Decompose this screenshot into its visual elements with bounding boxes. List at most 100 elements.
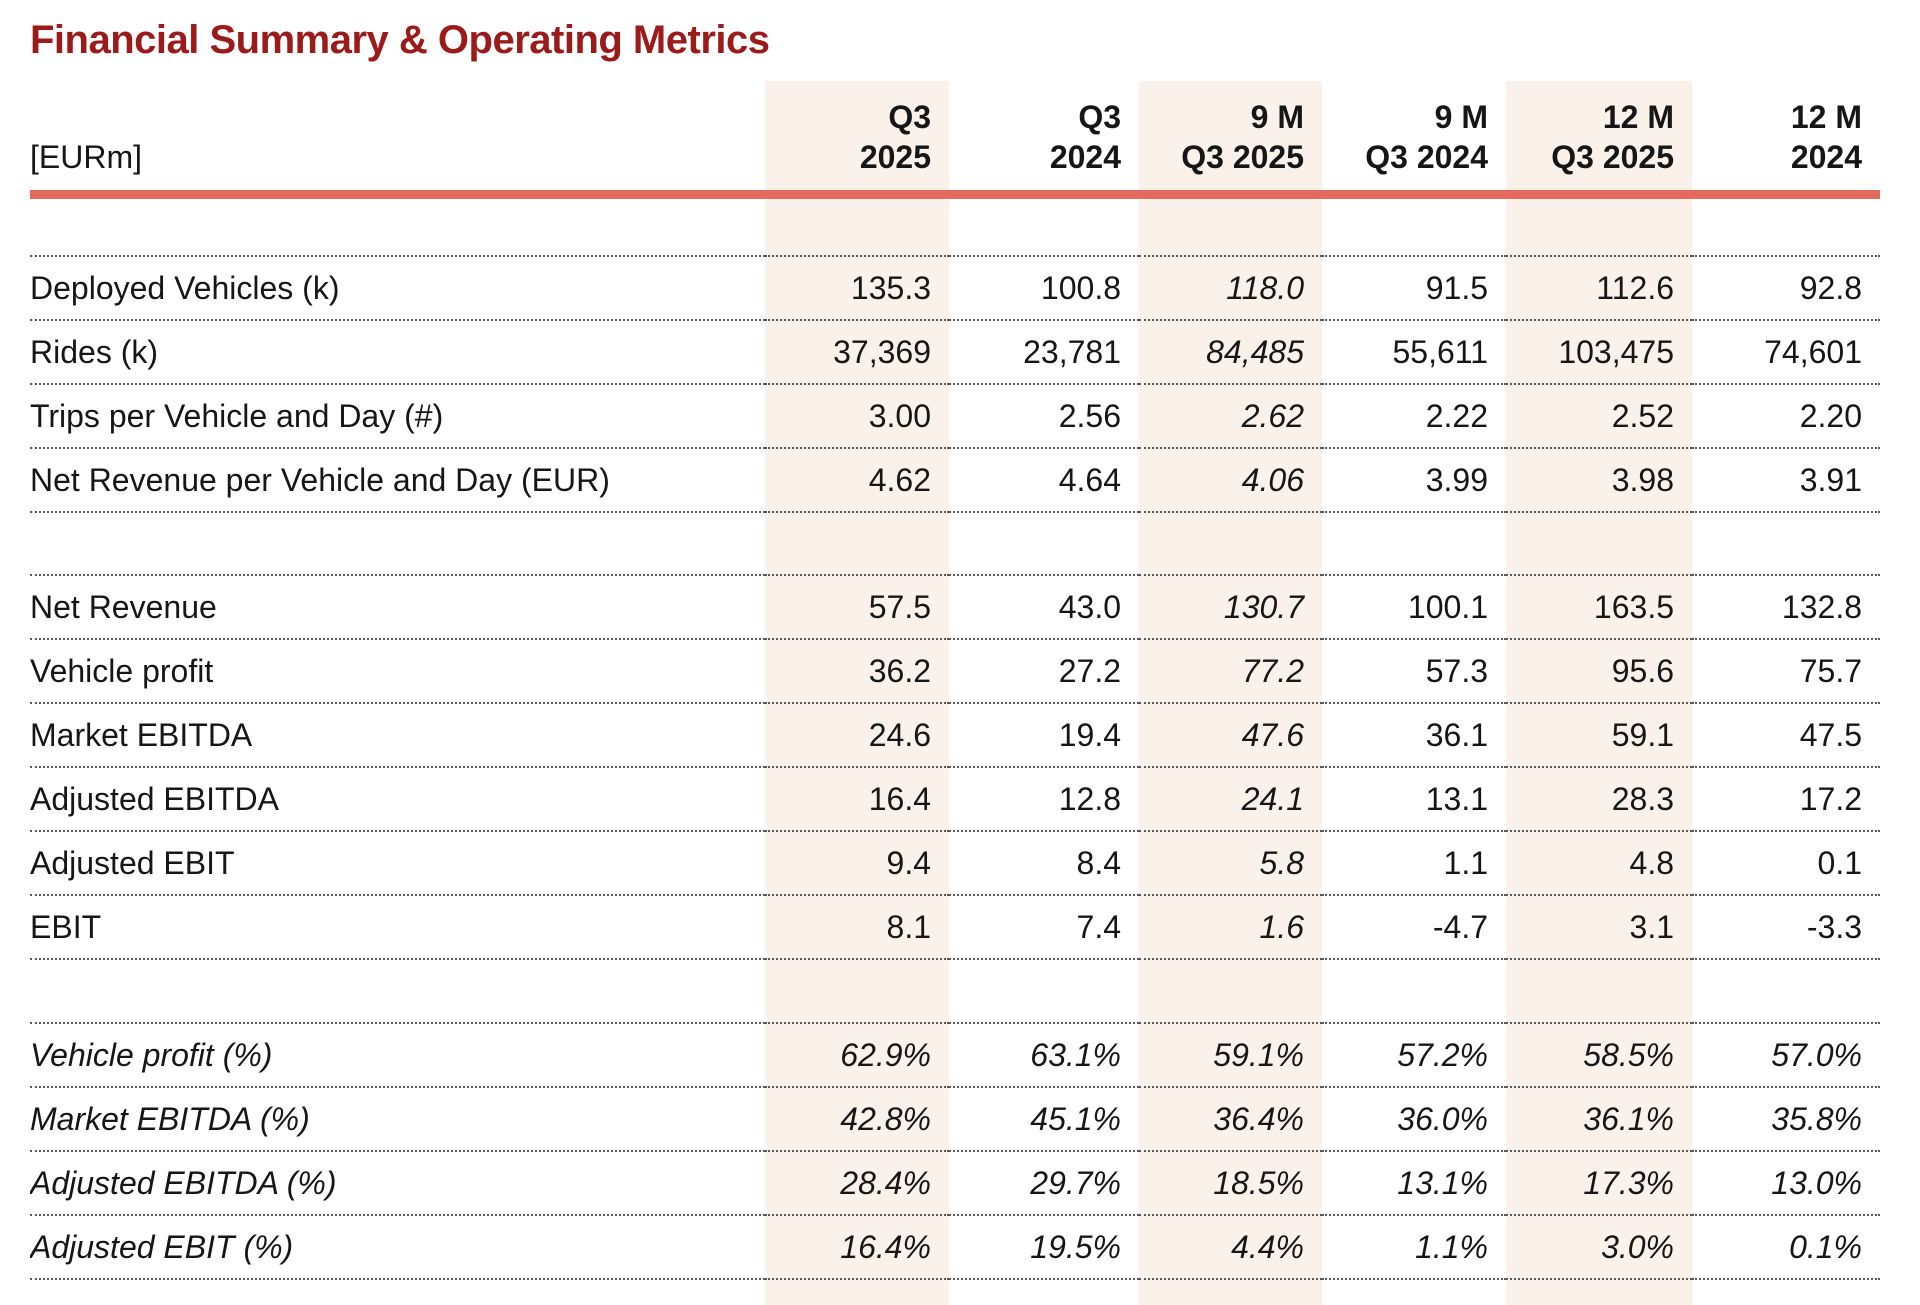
column-header-q3-2024: Q3 2024 (949, 80, 1139, 199)
metric-value: 163.5 (1506, 574, 1692, 639)
metric-value: 103,475 (1506, 319, 1692, 384)
metric-value: 1.6 (1139, 894, 1322, 959)
metric-value: 59.1 (1506, 702, 1692, 767)
table-row: Net Revenue 57.5 43.0 130.7 100.1 163.5 132.8 (30, 574, 1880, 639)
table-row: Vehicle profit (%) 62.9% 63.1% 59.1% 57.2% 58… (30, 1022, 1880, 1087)
metric-value: 57.3 (1322, 638, 1506, 703)
metric-label: Market EBITDA (30, 702, 765, 767)
metric-value: 100.8 (949, 255, 1139, 320)
metric-label: EBIT (30, 894, 765, 959)
metric-value: 24.1 (1139, 766, 1322, 831)
column-header-9m-q3-2025: 9 M Q3 2025 (1139, 80, 1322, 199)
metric-value: 42.8% (765, 1086, 949, 1151)
metric-value: 77.2 (1139, 638, 1322, 703)
metric-value: 4.8 (1506, 830, 1692, 895)
metric-label: Adjusted EBIT (30, 830, 765, 895)
column-header-line2: Q3 2024 (1365, 138, 1488, 175)
column-header-line2: Q3 2025 (1181, 138, 1304, 175)
table-header: [EURm] Q3 2025 Q3 2024 9 M Q3 2025 9 M Q… (30, 80, 1880, 199)
column-header-12m-2024: 12 M 2024 (1692, 80, 1880, 199)
metric-value: 36.1% (1506, 1086, 1692, 1151)
metric-value: 112.6 (1506, 255, 1692, 320)
metric-value: 37,369 (765, 319, 949, 384)
column-header-line2: 2024 (1790, 138, 1862, 175)
table-row: Market EBITDA 24.6 19.4 47.6 36.1 59.1 47.5 (30, 702, 1880, 767)
column-header-line1: 12 M (1790, 98, 1862, 135)
metric-value: 62.9% (765, 1022, 949, 1087)
metric-value: 36.1 (1322, 702, 1506, 767)
metric-value: 74,601 (1692, 319, 1880, 384)
metric-value: 36.0% (1322, 1086, 1506, 1151)
metric-value: 8.4 (949, 830, 1139, 895)
header-row: [EURm] Q3 2025 Q3 2024 9 M Q3 2025 9 M Q… (30, 80, 1880, 199)
column-header-12m-q3-2025: 12 M Q3 2025 (1506, 80, 1692, 199)
metric-value: 0.1 (1692, 830, 1880, 895)
table-row: Adjusted EBIT (%) 16.4% 19.5% 4.4% 1.1% 3.0% 0… (30, 1214, 1880, 1279)
spacer-row (30, 194, 1880, 256)
metric-value: 47.6 (1139, 702, 1322, 767)
spacer-cell (30, 1278, 1880, 1304)
metric-value: 28.4% (765, 1150, 949, 1215)
metric-value: 91.5 (1322, 255, 1506, 320)
spacer-cell (30, 194, 1880, 256)
metric-value: 63.1% (949, 1022, 1139, 1087)
metric-value: 75.7 (1692, 638, 1880, 703)
metric-value: 29.7% (949, 1150, 1139, 1215)
metric-value: 35.8% (1692, 1086, 1880, 1151)
metric-value: 13.0% (1692, 1150, 1880, 1215)
metric-value: 3.0% (1506, 1214, 1692, 1279)
column-header-line1: Q3 (1078, 98, 1121, 135)
metric-value: 132.8 (1692, 574, 1880, 639)
table-body: Deployed Vehicles (k) 135.3 100.8 118.0 91.5… (30, 194, 1880, 1304)
metric-label: Trips per Vehicle and Day (#) (30, 383, 765, 448)
metric-value: 13.1 (1322, 766, 1506, 831)
table-row: Market EBITDA (%) 42.8% 45.1% 36.4% 36.0% 36.… (30, 1086, 1880, 1151)
metric-value: 47.5 (1692, 702, 1880, 767)
metric-value: 135.3 (765, 255, 949, 320)
metric-value: 17.3% (1506, 1150, 1692, 1215)
metric-value: 8.1 (765, 894, 949, 959)
metric-value: 3.91 (1692, 447, 1880, 512)
metric-value: 36.4% (1139, 1086, 1322, 1151)
metric-label: Market EBITDA (%) (30, 1086, 765, 1151)
metric-value: 16.4% (765, 1214, 949, 1279)
metric-value: 9.4 (765, 830, 949, 895)
metric-value: 17.2 (1692, 766, 1880, 831)
table-row: Deployed Vehicles (k) 135.3 100.8 118.0 91.5… (30, 255, 1880, 320)
metric-value: 45.1% (949, 1086, 1139, 1151)
metric-value: 57.5 (765, 574, 949, 639)
metric-value: 24.6 (765, 702, 949, 767)
metric-value: 3.98 (1506, 447, 1692, 512)
metric-value: 19.4 (949, 702, 1139, 767)
metric-value: 1.1 (1322, 830, 1506, 895)
spacer-cell (30, 958, 1880, 1023)
column-header-line2: 2024 (1049, 138, 1121, 175)
metric-value: 92.8 (1692, 255, 1880, 320)
unit-label: [EURm] (30, 80, 765, 199)
table-row: EBIT 8.1 7.4 1.6 -4.7 3.1 -3.3 (30, 894, 1880, 959)
table-row: Net Revenue per Vehicle and Day (EUR) 4.6… (30, 447, 1880, 512)
metric-value: 7.4 (949, 894, 1139, 959)
column-header-line1: 12 M (1602, 98, 1674, 135)
spacer-row (30, 1278, 1880, 1304)
metric-value: 3.00 (765, 383, 949, 448)
spacer-row (30, 958, 1880, 1023)
metric-value: 100.1 (1322, 574, 1506, 639)
metric-value: 16.4 (765, 766, 949, 831)
metric-value: 2.62 (1139, 383, 1322, 448)
metric-value: 57.2% (1322, 1022, 1506, 1087)
table-row: Adjusted EBIT 9.4 8.4 5.8 1.1 4.8 0.1 (30, 830, 1880, 895)
metric-value: 55,611 (1322, 319, 1506, 384)
metric-value: 3.99 (1322, 447, 1506, 512)
table-row: Rides (k) 37,369 23,781 84,485 55,611 103,475… (30, 319, 1880, 384)
metric-value: 2.20 (1692, 383, 1880, 448)
metric-label: Vehicle profit (%) (30, 1022, 765, 1087)
metric-value: 27.2 (949, 638, 1139, 703)
metric-value: 1.1% (1322, 1214, 1506, 1279)
metric-value: -3.3 (1692, 894, 1880, 959)
spacer-cell (30, 511, 1880, 575)
metric-value: 36.2 (765, 638, 949, 703)
table-row: Trips per Vehicle and Day (#) 3.00 2.56 2.6… (30, 383, 1880, 448)
metric-label: Adjusted EBITDA (30, 766, 765, 831)
